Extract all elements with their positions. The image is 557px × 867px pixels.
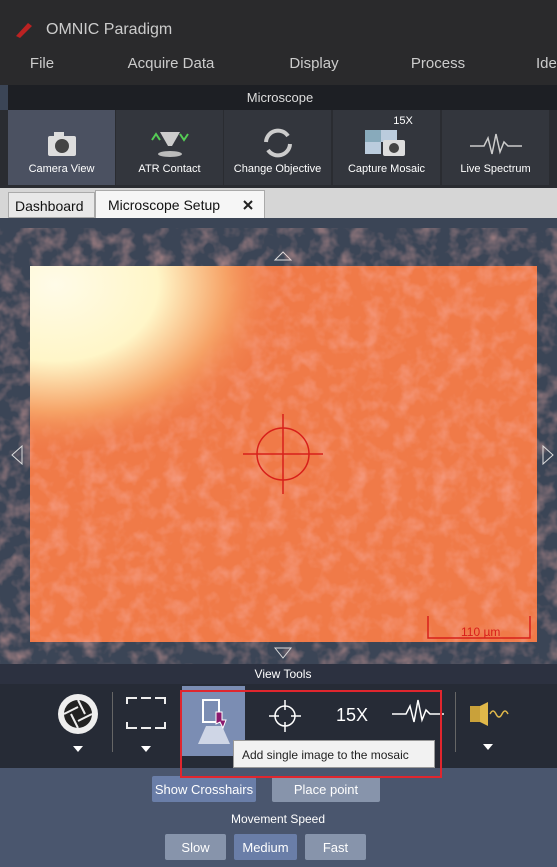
ribbon-button[interactable]: 15X Capture Mosaic [333, 110, 440, 185]
menu-item[interactable]: File [30, 55, 54, 72]
view-tools-header: View Tools [0, 664, 557, 684]
controls-panel: Show Crosshairs Place point Movement Spe… [0, 768, 557, 867]
menu-item[interactable]: Acquire Data [128, 55, 215, 72]
atr-icon [146, 126, 194, 160]
divider [112, 692, 113, 752]
tab-strip: Dashboard Microscope Setup [0, 188, 557, 218]
button-label: Place point [294, 782, 358, 797]
menu-item[interactable]: Ide [536, 55, 557, 72]
tab-label: Dashboard [15, 198, 84, 214]
tab[interactable]: Dashboard [8, 192, 95, 218]
place-point-button[interactable]: Place point [272, 776, 380, 802]
ribbon-button[interactable]: ATR Contact [116, 110, 223, 185]
pan-up[interactable] [275, 252, 291, 260]
menu-item[interactable]: Process [411, 55, 465, 72]
ribbon-group-label: Microscope [247, 90, 313, 105]
button-label: Medium [242, 840, 288, 855]
ribbon-label: ATR Contact [138, 163, 200, 175]
speed-title: Movement Speed [231, 812, 325, 826]
menu-item[interactable]: Display [289, 55, 338, 72]
button-label: Slow [181, 840, 209, 855]
button-label: Show Crosshairs [155, 782, 253, 797]
ribbon-label: Capture Mosaic [348, 163, 425, 175]
mosaic-icon [363, 128, 409, 160]
pan-right[interactable] [543, 446, 553, 464]
speed-button[interactable]: Fast [305, 834, 366, 860]
tab-label: Microscope Setup [108, 197, 220, 213]
menu-bar: File Acquire Data Display Process Ide [0, 45, 557, 85]
scale-bar-label: 110 µm [461, 625, 500, 639]
speed-button-selected[interactable]: Medium [234, 834, 297, 860]
tab-active[interactable]: Microscope Setup [95, 190, 265, 218]
app-window: OMNIC Paradigm File Acquire Data Display… [0, 0, 557, 867]
spectrum-icon [470, 132, 522, 158]
ribbon-button[interactable]: Camera View [8, 110, 115, 185]
divider [455, 692, 456, 752]
pan-down[interactable] [275, 648, 291, 658]
ribbon-label: Live Spectrum [460, 163, 530, 175]
tooltip: Add single image to the mosaic [233, 740, 435, 768]
ribbon-label: Change Objective [234, 163, 321, 175]
tooltip-text: Add single image to the mosaic [242, 748, 409, 762]
illumination-button[interactable] [468, 700, 512, 752]
app-title: OMNIC Paradigm [46, 21, 172, 39]
pan-left[interactable] [12, 446, 22, 464]
ribbon-button[interactable]: Change Objective [224, 110, 331, 185]
button-label: Fast [323, 840, 348, 855]
app-icon [14, 20, 34, 40]
ribbon-label: Camera View [29, 163, 95, 175]
roi-button[interactable] [123, 694, 169, 752]
ribbon-badge: 15X [393, 115, 413, 127]
title-bar: OMNIC Paradigm [0, 0, 557, 45]
speed-button[interactable]: Slow [165, 834, 226, 860]
ribbon-button[interactable]: Live Spectrum [442, 110, 549, 185]
viewer [0, 218, 557, 668]
close-icon[interactable] [242, 199, 254, 211]
aperture-button[interactable] [55, 692, 101, 752]
crosshairs-toggle[interactable]: Show Crosshairs [152, 776, 256, 802]
camera-icon [44, 130, 80, 158]
objective-icon [260, 126, 296, 160]
view-tools-title: View Tools [255, 667, 312, 681]
ribbon-group-header: Microscope [8, 85, 557, 110]
